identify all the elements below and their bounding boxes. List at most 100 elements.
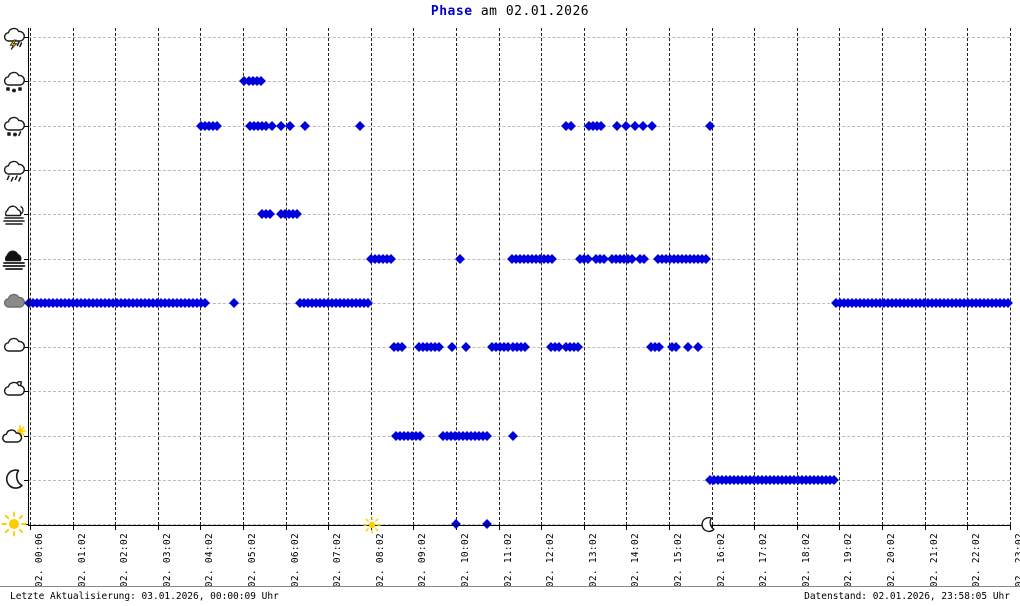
vertical-gridline: [669, 28, 670, 525]
x-axis-label: 02. 14:02: [630, 533, 642, 588]
x-axis-tick: [669, 525, 670, 530]
cloud-moon-icon: [1, 378, 27, 404]
fog-icon: [1, 246, 27, 272]
vertical-gridline: [115, 28, 117, 525]
x-axis-label: 02. 16:02: [715, 533, 727, 588]
y-axis-tick: [24, 169, 29, 171]
horizontal-gridline: [28, 214, 1010, 216]
horizontal-gridline: [28, 302, 1010, 304]
x-axis-label: 02. 13:02: [587, 533, 599, 588]
horizontal-gridline: [28, 169, 1010, 171]
x-axis-label: 02. 15:02: [673, 533, 684, 588]
y-axis-tick: [24, 258, 29, 260]
y-axis-tick: [24, 480, 29, 481]
x-axis-tick: [541, 525, 543, 530]
vertical-gridline: [796, 28, 798, 525]
x-axis-label: 02. 04:02: [204, 533, 216, 588]
horizontal-gridline: [28, 37, 1010, 38]
vertical-gridline: [328, 28, 330, 525]
x-axis-label: 02. 03:02: [161, 533, 173, 588]
data-point: [683, 342, 693, 353]
vertical-gridline: [1009, 28, 1011, 525]
overcast-icon: [1, 290, 27, 316]
y-axis-tick: [24, 214, 29, 216]
vertical-gridline: [285, 28, 287, 525]
cloudy-icon: [1, 334, 27, 360]
x-axis-tick: [754, 525, 756, 530]
x-axis-label: 02. 01:02: [76, 533, 88, 588]
plot-area: [1, 27, 1013, 537]
thunderstorm-icon: [1, 24, 27, 50]
y-axis-line: [28, 28, 29, 526]
y-axis-tick: [24, 125, 29, 127]
vertical-gridline: [754, 28, 756, 525]
x-axis-tick: [72, 525, 74, 530]
data-point: [355, 120, 365, 131]
horizontal-gridline: [28, 391, 1010, 393]
x-axis-label: 02. 22:02: [971, 533, 983, 588]
vertical-gridline: [157, 28, 159, 525]
vertical-gridline: [967, 28, 969, 525]
vertical-gridline: [370, 28, 372, 525]
data-point: [693, 342, 703, 353]
x-axis-tick: [328, 525, 330, 530]
x-axis-tick: [924, 525, 926, 530]
x-axis-label: 02. 21:02: [928, 533, 940, 588]
snow-heavy-icon: [1, 68, 27, 94]
vertical-gridline: [882, 28, 883, 525]
x-axis-label: 02. 20:02: [886, 533, 897, 588]
y-axis-tick: [24, 524, 29, 526]
x-axis-label: 02. 18:02: [800, 533, 812, 588]
data-point: [461, 342, 471, 353]
cloud-sun-icon: [1, 423, 27, 449]
x-axis-label: 02. 05:02: [247, 533, 258, 588]
x-axis-tick: [796, 525, 798, 530]
y-axis-tick: [24, 81, 29, 83]
data-point: [647, 120, 657, 131]
sun-haze-icon: [1, 201, 27, 227]
x-axis-tick: [1009, 525, 1011, 530]
x-axis-label: 02. 07:02: [332, 533, 344, 588]
vertical-gridline: [72, 28, 74, 525]
vertical-gridline: [541, 28, 543, 525]
x-axis-tick: [626, 525, 628, 530]
x-axis-tick: [413, 525, 415, 530]
page-title: Phase am 02.01.2026: [0, 4, 1020, 19]
horizontal-gridline: [28, 524, 1010, 526]
x-axis-label: 02. 19:02: [843, 533, 855, 588]
x-axis-tick: [967, 525, 969, 530]
x-axis-label: 02. 06:02: [289, 533, 301, 588]
vertical-gridline: [498, 28, 500, 525]
x-axis-label: 02. 10:02: [460, 533, 471, 588]
data-point: [508, 430, 518, 441]
clear-night-icon: [1, 467, 27, 493]
x-axis-tick: [243, 525, 244, 530]
y-axis-tick: [24, 435, 29, 437]
horizontal-gridline: [28, 125, 1010, 127]
clear-day-icon: [1, 511, 27, 537]
y-axis-tick: [24, 37, 29, 38]
x-axis-label: 02. 02:02: [119, 533, 131, 588]
data-point: [705, 120, 715, 131]
x-axis-label: 02. 09:02: [417, 533, 429, 588]
data-point: [300, 120, 310, 131]
sunrise-marker-icon: [362, 515, 382, 535]
x-axis-tick: [30, 525, 31, 530]
x-axis-label: 02. 08:02: [374, 533, 386, 588]
x-axis-tick: [498, 525, 500, 530]
sunset-marker-icon: [698, 515, 718, 535]
vertical-gridline: [583, 28, 585, 525]
title-keyword: Phase: [430, 4, 473, 19]
vertical-gridline: [924, 28, 926, 525]
x-axis-label: 02. 17:02: [758, 533, 770, 588]
x-axis-tick: [882, 525, 883, 530]
vertical-gridline: [711, 28, 713, 525]
horizontal-gridline: [28, 480, 1010, 481]
x-axis-tick: [200, 525, 202, 530]
x-axis-tick: [157, 525, 159, 530]
vertical-gridline: [413, 28, 415, 525]
x-axis-label: 02. 12:02: [545, 533, 557, 588]
vertical-gridline: [456, 28, 457, 525]
y-axis-tick: [24, 347, 29, 349]
